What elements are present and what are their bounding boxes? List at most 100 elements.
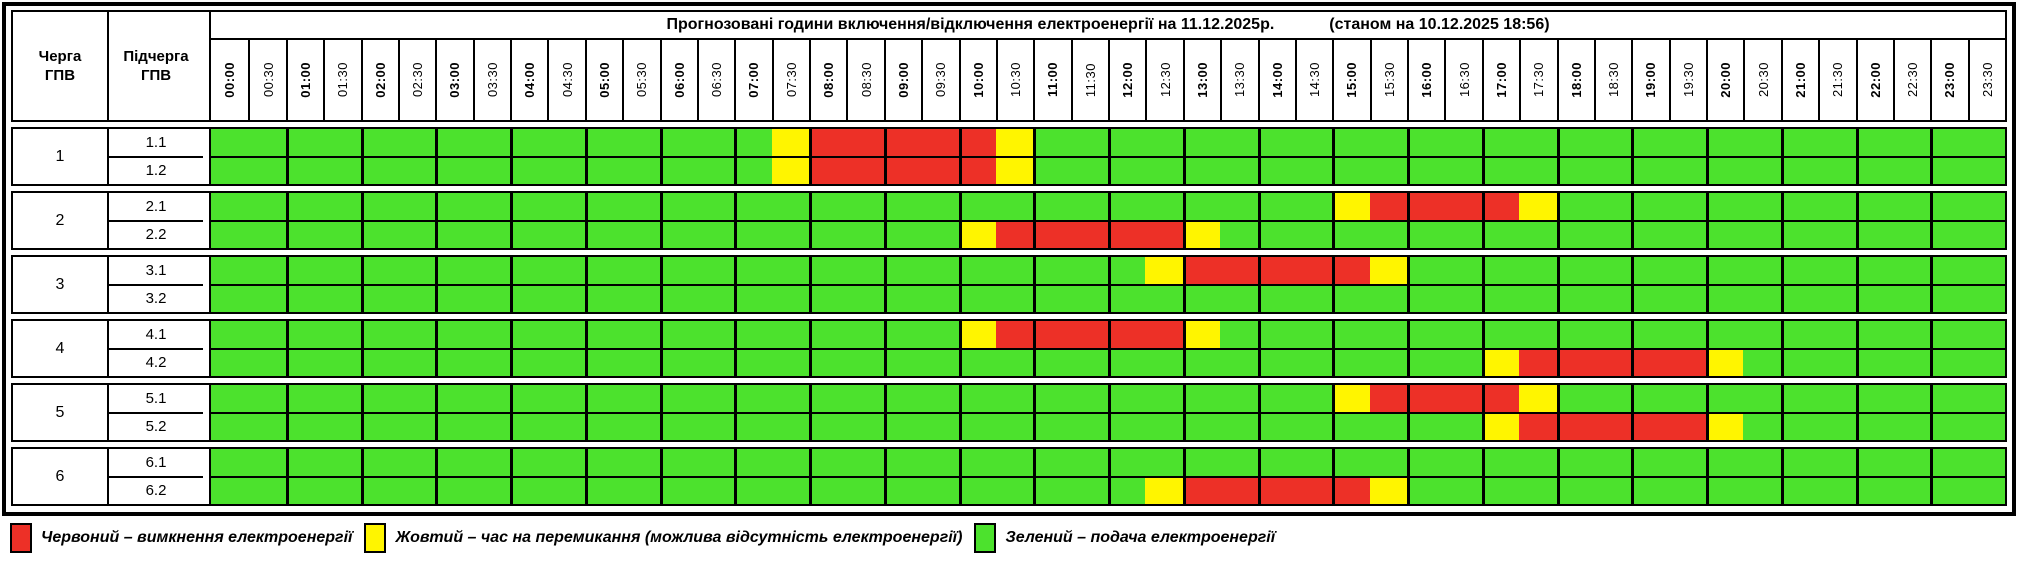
row-header-columns: Черга ГПВ Підчерга ГПВ: [13, 12, 203, 120]
time-slot: [1108, 477, 1146, 504]
time-slot: [248, 285, 286, 312]
time-slot: [1892, 449, 1931, 476]
subqueue-labels: 5.1 5.2: [109, 385, 203, 440]
legend-item: Жовтий – час на перемикання (можлива від…: [364, 523, 962, 553]
time-slot: [472, 285, 510, 312]
time-slot: [771, 129, 809, 156]
time-slot: [211, 129, 249, 156]
time-slot: [1743, 193, 1781, 220]
time-slot: [1668, 285, 1706, 312]
time-slot: [659, 321, 697, 348]
time-slot: [1070, 221, 1108, 248]
time-slot: [883, 129, 922, 156]
time-slot: [1070, 257, 1108, 284]
time-slot: [1631, 285, 1669, 312]
time-slot: [285, 413, 324, 440]
time-slot: [323, 385, 361, 412]
time-slot: [1706, 321, 1744, 348]
time-slot: [323, 129, 361, 156]
time-slot: [958, 285, 996, 312]
time-slot: [1668, 413, 1706, 440]
time-slot: [622, 157, 660, 184]
time-slot: [1967, 321, 2005, 348]
schedule-row: [211, 411, 2005, 440]
time-slot: [921, 349, 959, 376]
time-slot: [958, 193, 996, 220]
time-label: 02:00: [372, 62, 388, 98]
time-slot: [1182, 257, 1221, 284]
time-header-cell: 05:00: [584, 40, 622, 120]
time-label: 23:00: [1942, 62, 1958, 98]
time-label: 16:30: [1456, 62, 1472, 98]
time-slot: [547, 285, 585, 312]
time-slot: [323, 193, 361, 220]
time-slot: [1444, 129, 1482, 156]
time-slot: [622, 477, 660, 504]
time-header-cell: 06:30: [696, 40, 734, 120]
time-slot: [1182, 385, 1221, 412]
time-slot: [696, 349, 735, 376]
time-slot: [734, 413, 772, 440]
time-slot: [397, 193, 436, 220]
time-slot: [696, 129, 735, 156]
time-slot: [846, 477, 884, 504]
time-slot: [1818, 285, 1856, 312]
time-slot: [510, 157, 548, 184]
group-row-headers: 3 3.1 3.2: [13, 257, 203, 312]
time-slot: [1220, 257, 1258, 284]
time-slot: [1519, 257, 1557, 284]
time-slot: [1930, 477, 1968, 504]
time-header-cell: 10:30: [995, 40, 1033, 120]
time-slot: [921, 449, 959, 476]
time-slot: [1257, 385, 1295, 412]
time-slot: [846, 157, 884, 184]
time-slot: [1780, 257, 1819, 284]
time-label: 22:00: [1867, 62, 1883, 98]
time-slot: [1108, 449, 1146, 476]
time-slot: [659, 193, 697, 220]
time-slot: [1593, 285, 1632, 312]
time-slot: [323, 449, 361, 476]
time-slot: [1855, 193, 1893, 220]
time-slot: [1444, 477, 1482, 504]
time-slot: [1706, 349, 1744, 376]
time-slot: [397, 157, 436, 184]
time-slot: [771, 449, 809, 476]
time-slot: [1108, 129, 1146, 156]
time-slot: [1930, 449, 1968, 476]
time-slot: [1145, 285, 1183, 312]
time-slot: [958, 221, 996, 248]
time-slot: [1743, 221, 1781, 248]
time-slot: [958, 385, 996, 412]
time-label: 12:00: [1120, 62, 1136, 98]
time-slot: [1481, 193, 1520, 220]
queue-number: 3: [13, 257, 109, 312]
time-slot: [1892, 257, 1931, 284]
time-slot: [1519, 449, 1557, 476]
time-slot: [1556, 129, 1594, 156]
time-slot: [1407, 193, 1445, 220]
time-slot: [472, 385, 510, 412]
time-slot: [584, 193, 623, 220]
time-slot: [211, 349, 249, 376]
subqueue-column-header: Підчерга ГПВ: [123, 47, 189, 85]
time-slot: [622, 449, 660, 476]
time-slot: [1855, 449, 1893, 476]
time-slot: [1145, 449, 1183, 476]
time-slot: [472, 129, 510, 156]
time-slot: [1369, 157, 1407, 184]
time-slot: [1220, 129, 1258, 156]
time-slot: [211, 221, 249, 248]
time-slot: [1145, 321, 1183, 348]
time-header-cell: 01:00: [285, 40, 323, 120]
time-slot: [921, 321, 959, 348]
time-slot: [510, 321, 548, 348]
time-slot: [734, 129, 772, 156]
time-header: Прогнозовані години включення/відключенн…: [209, 12, 2005, 120]
time-slot: [1481, 221, 1520, 248]
time-slot: [1182, 321, 1221, 348]
time-slot: [397, 221, 436, 248]
time-slot: [397, 285, 436, 312]
time-slot: [809, 413, 847, 440]
time-slot: [1706, 449, 1744, 476]
